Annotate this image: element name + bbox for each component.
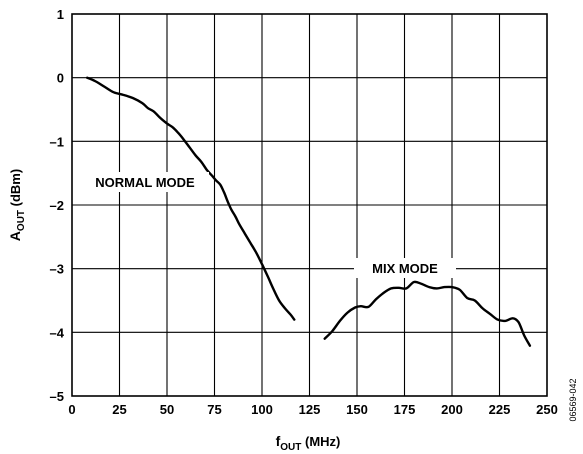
y-axis-label-sub: OUT <box>16 210 27 231</box>
x-tick-label: 225 <box>489 402 511 417</box>
x-axis-label-main: f <box>276 433 281 449</box>
x-tick-label: 25 <box>112 402 126 417</box>
x-tick-label: 0 <box>68 402 75 417</box>
y-tick-label: –5 <box>50 389 64 404</box>
x-axis-label: fOUT (MHz) <box>276 433 341 453</box>
series-line-normal-mode <box>86 76 296 321</box>
annotation-background <box>81 172 209 192</box>
x-tick-label: 50 <box>160 402 174 417</box>
annotation-label: MIX MODE <box>372 261 438 276</box>
x-tick-label: 200 <box>441 402 463 417</box>
x-tick-label: 125 <box>299 402 321 417</box>
series-line-mix-mode <box>323 280 532 347</box>
y-tick-label: –1 <box>50 134 64 149</box>
annotation-normal-mode: NORMAL MODE <box>81 172 209 192</box>
annotation-label: NORMAL MODE <box>95 175 195 190</box>
x-tick-label: 150 <box>346 402 368 417</box>
y-tick-labels: 1 0 –1 –2 –3 –4 –5 <box>50 7 65 404</box>
y-tick-label: –4 <box>50 325 65 340</box>
x-tick-label: 75 <box>207 402 221 417</box>
figure-id: 06569-042 <box>568 378 578 421</box>
y-axis-label-unit: (dBm) <box>8 169 23 210</box>
y-axis-label: AOUT (dBm) <box>7 169 27 241</box>
x-axis-label-unit: (MHz) <box>301 434 340 449</box>
annotation-background <box>354 258 456 278</box>
annotations: NORMAL MODE MIX MODE <box>81 172 456 278</box>
x-tick-label: 175 <box>394 402 416 417</box>
y-axis-label-main: A <box>7 231 23 241</box>
x-tick-label: 250 <box>536 402 558 417</box>
plot-frame <box>71 13 548 397</box>
series-lines <box>86 76 532 347</box>
y-tick-label: 0 <box>57 71 64 86</box>
x-tick-label: 100 <box>251 402 273 417</box>
y-tick-label: –2 <box>50 198 64 213</box>
annotation-mix-mode: MIX MODE <box>354 258 456 278</box>
x-axis-label-sub: OUT <box>280 442 301 453</box>
grid <box>72 14 547 396</box>
y-tick-label: 1 <box>57 7 64 22</box>
x-tick-labels: 0 25 50 75 100 125 150 175 200 225 250 <box>68 402 557 417</box>
y-tick-label: –3 <box>50 262 64 277</box>
